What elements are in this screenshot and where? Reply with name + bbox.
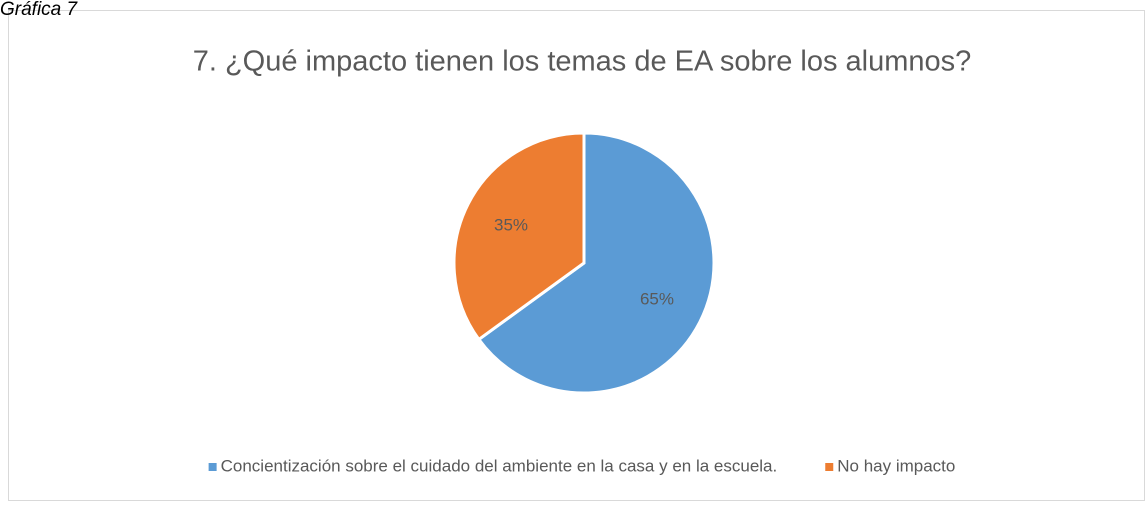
chart-title: 7. ¿Qué impacto tienen los temas de EA s… <box>193 46 972 78</box>
legend-swatch <box>825 463 834 471</box>
data-label: 35% <box>494 215 528 234</box>
pie-slice <box>476 131 716 395</box>
data-label: 65% <box>640 290 674 309</box>
legend-swatch <box>208 463 217 471</box>
legend-label: No hay impacto <box>837 456 955 475</box>
caption: Gráfica 7 <box>0 0 79 20</box>
pie-slice <box>452 131 586 342</box>
legend-label: Concientización sobre el cuidado del amb… <box>221 456 778 475</box>
